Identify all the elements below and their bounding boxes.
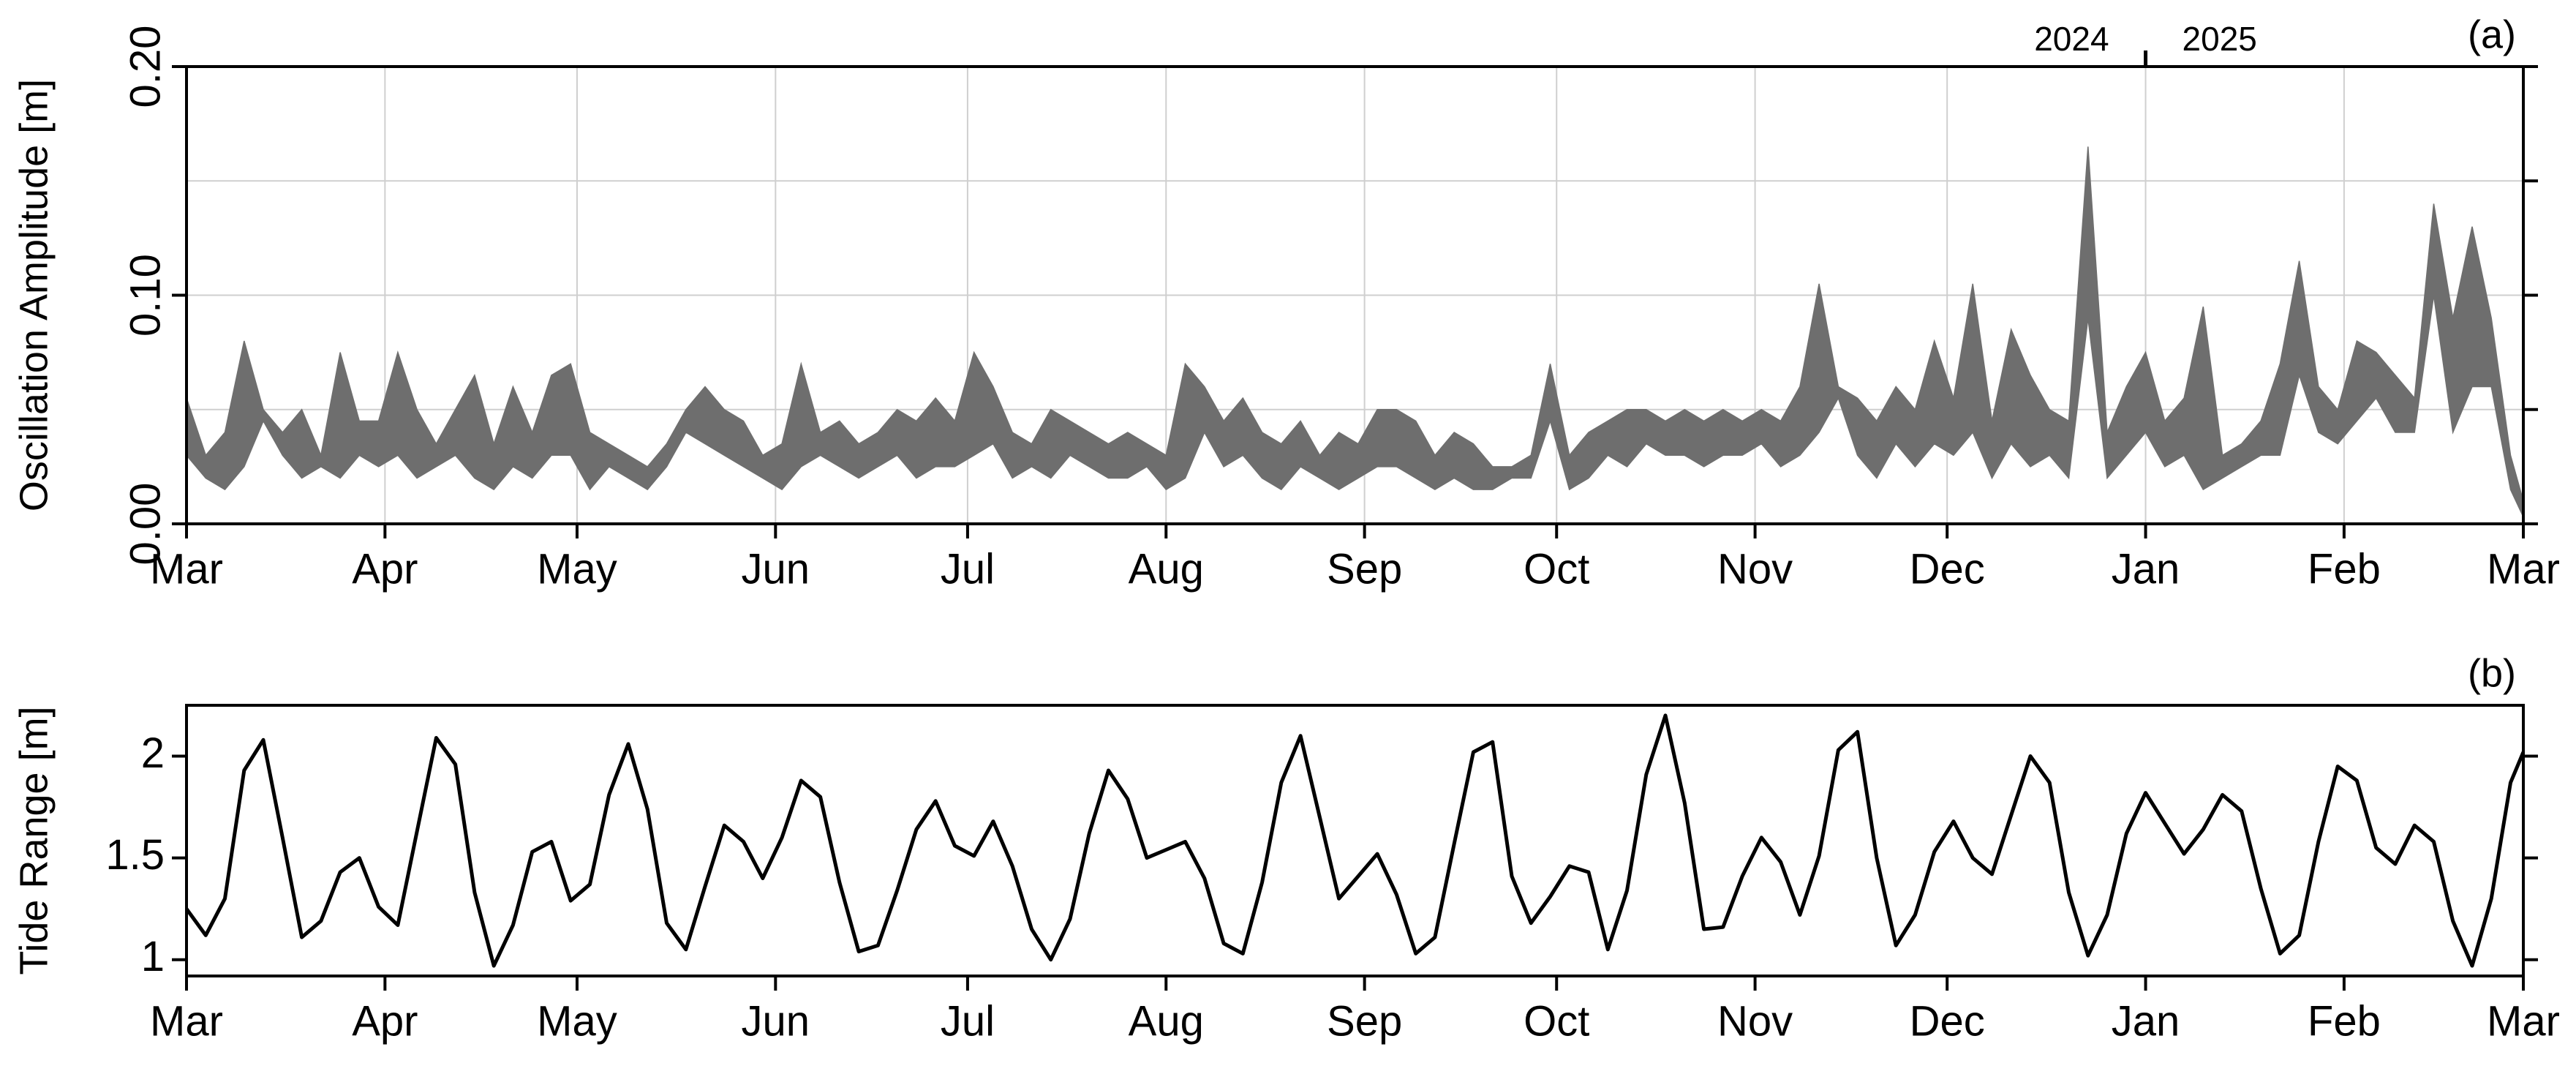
x-tick-label: Oct xyxy=(1524,997,1589,1045)
x-tick-label: Jun xyxy=(742,545,810,593)
x-tick-label: Nov xyxy=(1717,545,1793,593)
x-tick-label: Oct xyxy=(1524,545,1589,593)
x-tick-label: Mar xyxy=(2487,997,2560,1045)
x-tick-label: Sep xyxy=(1327,545,1402,593)
x-tick-label: May xyxy=(537,997,617,1045)
plot-frame xyxy=(185,704,2525,977)
x-tick-label: Jan xyxy=(2112,545,2180,593)
x-tick-label: Feb xyxy=(2308,545,2381,593)
x-tick-label: Apr xyxy=(352,997,418,1045)
y-tick-label: 2 xyxy=(141,729,165,777)
y-tick-label: 1.5 xyxy=(105,831,165,879)
y-tick-label: 0.00 xyxy=(121,483,169,566)
x-tick-label: Apr xyxy=(352,545,418,593)
x-tick-label: Aug xyxy=(1129,545,1204,593)
x-tick-label: Jan xyxy=(2112,997,2180,1045)
y-axis-title: Tide Range [m] xyxy=(12,706,56,975)
year-label: 2025 xyxy=(2183,20,2257,58)
y-tick-label: 0.10 xyxy=(121,254,169,337)
tide-line xyxy=(184,713,2526,968)
x-tick-label: Jun xyxy=(742,997,810,1045)
y-tick-label: 0.20 xyxy=(121,26,169,108)
x-tick-label: Aug xyxy=(1129,997,1204,1045)
x-tick-label: Dec xyxy=(1910,997,1985,1045)
x-tick-label: Feb xyxy=(2308,997,2381,1045)
panel-label: (a) xyxy=(2468,12,2516,56)
year-label: 2024 xyxy=(2034,20,2109,58)
x-tick-label: Mar xyxy=(2487,545,2560,593)
y-axis-title: Oscillation Amplitude [m] xyxy=(12,79,56,511)
x-tick-label: May xyxy=(537,545,617,593)
x-tick-label: Sep xyxy=(1327,997,1402,1045)
x-tick-label: Jul xyxy=(941,997,995,1045)
y-tick-label: 1 xyxy=(141,933,165,980)
x-tick-label: Nov xyxy=(1717,997,1793,1045)
x-tick-label: Mar xyxy=(150,997,223,1045)
x-tick-label: Jul xyxy=(941,545,995,593)
x-tick-label: Dec xyxy=(1910,545,1985,593)
panel-label: (b) xyxy=(2468,651,2516,695)
amplitude-band xyxy=(186,146,2524,517)
x-tick-label: Mar xyxy=(150,545,223,593)
